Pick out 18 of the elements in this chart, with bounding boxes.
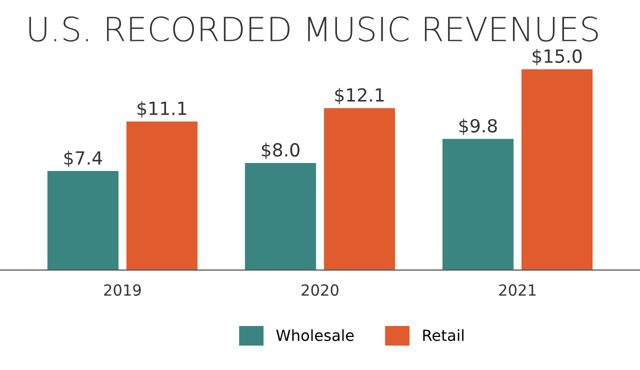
bar [521,69,593,270]
data-label: $15.0 [532,48,582,66]
chart-title: U.S. RECORDED MUSIC REVENUES [29,16,598,42]
data-label: $11.1 [138,101,186,118]
legend-label: Wholesale [276,329,354,342]
data-label: $8.0 [262,142,300,160]
x-tick-label: 2021 [499,284,536,296]
bar [324,108,396,270]
legend-label: Retail [423,329,464,342]
bar [126,121,198,270]
bar [244,162,316,270]
bar [47,171,119,270]
x-tick-label: 2020 [302,284,338,296]
x-tick-label: 2019 [104,284,141,296]
data-label: $12.1 [335,88,384,104]
bar [442,138,514,270]
data-label: $9.8 [459,118,497,135]
data-label: $7.4 [64,150,102,168]
